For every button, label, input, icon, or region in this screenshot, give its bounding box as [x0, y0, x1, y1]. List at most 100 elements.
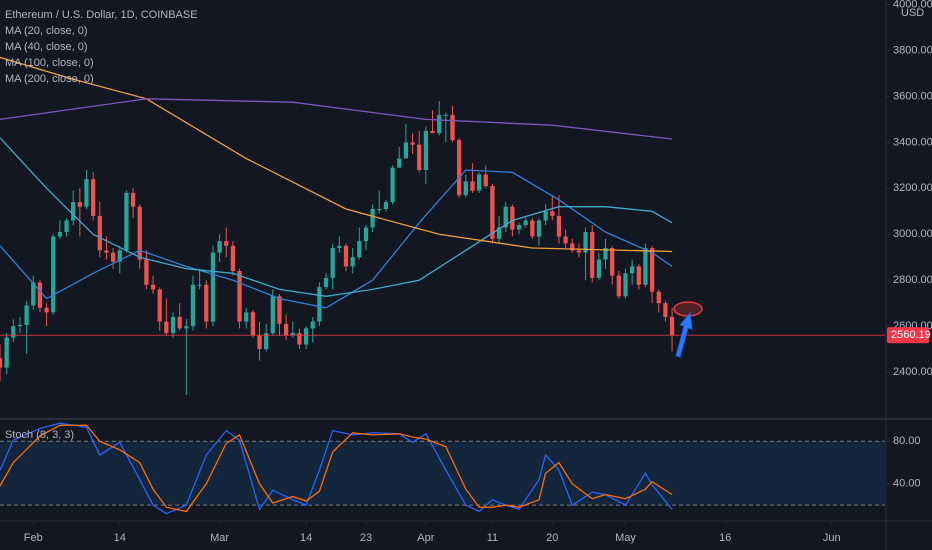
candle-body — [84, 179, 89, 207]
last-price-tag — [887, 327, 929, 344]
candle-body — [24, 305, 29, 325]
x-tick-label: 14 — [300, 532, 312, 544]
stoch-y-tick-label: 40.00 — [893, 478, 921, 490]
last-price-label: 2560.19 — [891, 329, 931, 341]
candle-body — [51, 236, 56, 313]
stoch-label: Stoch (8, 3, 3) — [5, 429, 74, 441]
y-tick-label: 2400.00 — [893, 366, 932, 378]
stoch-pane — [0, 422, 885, 515]
candle-body — [257, 335, 262, 350]
candle-body — [204, 284, 209, 322]
candle-body — [37, 282, 43, 308]
candle-body — [157, 289, 162, 322]
candle-body — [503, 206, 508, 228]
y-tick-label: 3000.00 — [893, 228, 932, 240]
candle-body — [397, 158, 402, 168]
candle-body — [230, 245, 236, 272]
x-tick-label: 23 — [360, 532, 372, 544]
moving-average-line — [0, 137, 673, 297]
candle-body — [297, 333, 302, 345]
candle-body — [583, 231, 588, 253]
legend-entry: MA (40, close, 0) — [5, 41, 88, 53]
candle-body — [556, 215, 562, 237]
candle-body — [137, 206, 142, 260]
stoch-lines — [0, 422, 673, 515]
candle-body — [423, 130, 428, 170]
candle-body — [370, 209, 375, 228]
candle-body — [217, 241, 222, 253]
candle-body — [277, 296, 282, 324]
candle-body — [104, 250, 109, 253]
candle-body — [576, 250, 582, 253]
candle-body — [516, 225, 522, 230]
candle-body — [283, 323, 289, 336]
candle-body — [636, 266, 641, 285]
candle-body — [91, 179, 96, 216]
x-tick-label: Jun — [823, 532, 841, 544]
candle-body — [377, 209, 382, 210]
candle-body — [177, 316, 182, 329]
x-tick-label: 20 — [546, 532, 558, 544]
candle-body — [403, 142, 409, 159]
candle-body — [4, 337, 9, 368]
candle-body — [150, 284, 156, 290]
candle-body — [11, 326, 16, 338]
candle-body — [510, 206, 515, 230]
candle-body — [190, 284, 196, 327]
candle-body — [530, 220, 535, 237]
candle-body — [64, 220, 69, 232]
candle-body — [669, 316, 675, 336]
candle-body — [57, 231, 63, 237]
candle-body — [563, 236, 568, 244]
candle-body — [110, 252, 116, 262]
x-tick-label: Feb — [24, 532, 43, 544]
candle-body — [476, 174, 482, 191]
x-tick-label: 14 — [114, 532, 126, 544]
candle-body — [570, 243, 575, 251]
candle-body — [124, 192, 129, 251]
stoch-line — [0, 424, 673, 513]
candle-body — [71, 202, 76, 221]
candle-body — [330, 248, 335, 278]
y-tick-label: 3800.00 — [893, 44, 932, 56]
y-tick-label: 3200.00 — [893, 182, 932, 194]
price-pane — [0, 56, 885, 396]
candle-body — [343, 245, 349, 267]
x-tick-label: Mar — [210, 532, 229, 544]
moving-average-line — [0, 169, 673, 309]
candle-body — [663, 303, 668, 317]
y-tick-label: 3400.00 — [893, 136, 932, 148]
candle-body — [496, 227, 502, 239]
candle-body — [463, 181, 468, 196]
candle-body — [337, 245, 342, 249]
candle-body — [383, 202, 389, 209]
candle-body — [97, 215, 102, 251]
candle-body — [130, 192, 136, 207]
candle-body — [44, 307, 49, 313]
stoch-y-tick-label: 80.00 — [893, 435, 921, 447]
legend-entry: MA (200, close, 0) — [5, 73, 94, 85]
candle-body — [550, 211, 555, 216]
candle-body — [270, 296, 275, 334]
candle-body — [443, 114, 448, 116]
candle-body — [437, 114, 442, 134]
x-tick-label: 16 — [719, 532, 731, 544]
candle-body — [350, 257, 355, 267]
y-tick-label: 3600.00 — [893, 90, 932, 102]
candle-body — [490, 186, 495, 239]
candle-body — [210, 252, 216, 322]
candle-body — [616, 275, 621, 297]
candle-body — [317, 287, 322, 322]
candle-body — [290, 333, 295, 336]
candle-body — [596, 259, 602, 278]
candle-body — [603, 248, 608, 260]
candle-body — [77, 202, 82, 207]
legend-entry: MA (20, close, 0) — [5, 25, 88, 37]
candle-body — [457, 140, 462, 196]
candle-body — [0, 358, 3, 368]
candle-body — [31, 282, 36, 306]
moving-average-line — [0, 56, 673, 253]
